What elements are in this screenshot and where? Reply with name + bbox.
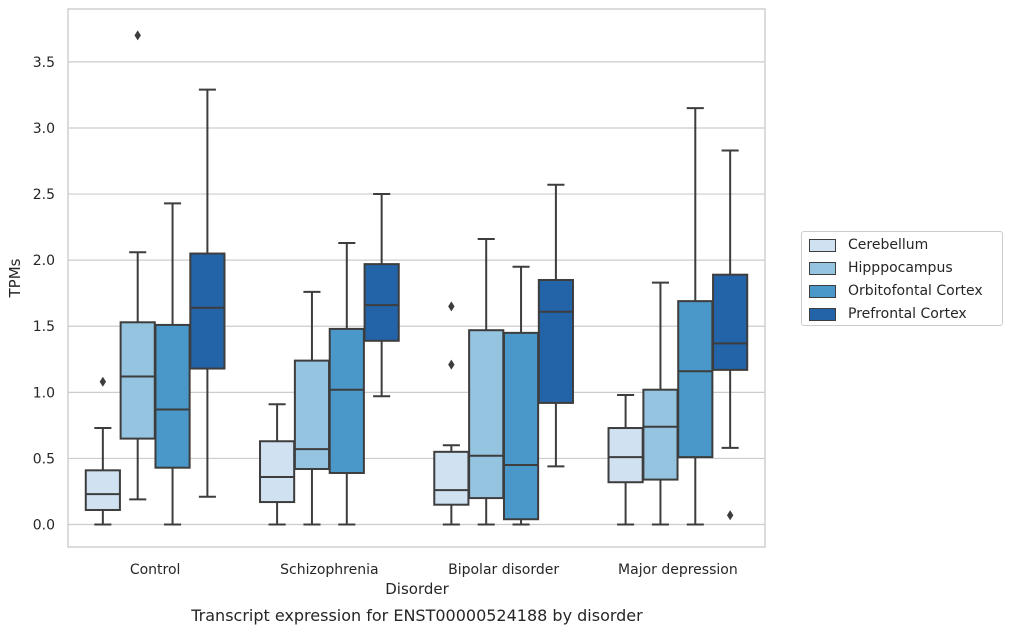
box-iqr <box>712 273 749 371</box>
box-orbitofontal-cortex <box>154 202 191 526</box>
y-tick-label: 2.5 <box>33 187 55 203</box>
box-iqr <box>468 329 505 500</box>
y-tick-label: 3.0 <box>33 121 55 137</box>
legend-swatch-hipppocampus <box>809 261 836 275</box>
legend-label-prefrontal-cortex: Prefrontal Cortex <box>848 306 967 322</box>
box-orbitofontal-cortex <box>502 265 540 526</box>
legend-swatch-prefrontal-cortex <box>809 307 836 321</box>
box-orbitofontal-cortex <box>677 107 714 526</box>
box-iqr <box>642 388 679 481</box>
x-tick-labels: Control Schizophrenia Bipolar disorder Majo… <box>130 562 738 578</box>
y-axis-label: TPMs <box>6 258 24 298</box>
legend-item-orbitofontal-cortex: Orbitofontal Cortex <box>809 281 983 301</box>
legend: Cerebellum Hipppocampus Orbitofontal Cor… <box>801 231 1003 326</box>
box-prefrontal-cortex <box>189 88 226 498</box>
plot-frame <box>67 8 766 548</box>
legend-item-prefrontal-cortex: Prefrontal Cortex <box>809 304 967 324</box>
y-tick-labels: 0.0 0.5 1.0 1.5 2.0 2.5 3.0 3.5 <box>33 55 55 534</box>
box-orbitofontal-cortex <box>328 241 365 526</box>
outlier-point <box>448 359 455 370</box>
figure-caption: Transcript expression for ENST0000052418… <box>191 606 643 625</box>
y-tick-label: 3.5 <box>33 55 55 71</box>
legend-item-cerebellum: Cerebellum <box>809 235 928 255</box>
box-iqr <box>537 278 574 404</box>
outlier-point <box>726 510 734 521</box>
box-hipppocampus <box>468 238 505 526</box>
box-cerebellum <box>84 376 121 526</box>
box-iqr <box>363 263 400 342</box>
legend-swatch-cerebellum <box>809 238 836 252</box>
box-cerebellum <box>433 301 470 526</box>
box-iqr <box>293 359 331 471</box>
legend-swatch-orbitofontal-cortex <box>809 284 836 298</box>
box-iqr <box>189 252 226 370</box>
x-tick-label: Major depression <box>618 562 738 578</box>
box-prefrontal-cortex <box>537 183 574 468</box>
box-hipppocampus <box>119 30 156 501</box>
box-cerebellum <box>259 403 296 526</box>
y-tick-label: 1.0 <box>33 385 55 401</box>
y-tick-label: 1.5 <box>33 319 55 335</box>
box-iqr <box>328 327 365 474</box>
y-tick-label: 0.5 <box>33 451 55 467</box>
box-iqr <box>259 440 296 504</box>
box-prefrontal-cortex <box>363 193 400 398</box>
box-prefrontal-cortex <box>712 149 749 521</box>
box-iqr <box>119 321 156 440</box>
outlier-point <box>448 301 455 312</box>
x-axis-label: Disorder <box>385 580 449 598</box>
legend-label-hipppocampus: Hipppocampus <box>848 260 953 276</box>
box-series <box>84 30 749 526</box>
y-tick-label: 0.0 <box>33 518 55 534</box>
x-tick-label: Bipolar disorder <box>448 562 559 578</box>
y-tick-label: 2.0 <box>33 253 55 269</box>
box-iqr <box>502 331 540 521</box>
legend-item-hipppocampus: Hipppocampus <box>809 258 953 278</box>
box-cerebellum <box>607 393 644 526</box>
box-iqr <box>433 450 470 506</box>
x-tick-label: Control <box>130 562 181 578</box>
box-hipppocampus <box>642 281 679 526</box>
box-iqr <box>154 323 191 469</box>
box-iqr <box>84 469 121 511</box>
legend-label-cerebellum: Cerebellum <box>848 237 929 253</box>
legend-label-orbitofontal-cortex: Orbitofontal Cortex <box>848 283 983 299</box>
box-iqr <box>677 300 714 459</box>
x-tick-label: Schizophrenia <box>280 562 378 578</box>
box-iqr <box>607 427 644 484</box>
outlier-point <box>99 376 107 387</box>
outlier-point <box>134 30 141 41</box>
